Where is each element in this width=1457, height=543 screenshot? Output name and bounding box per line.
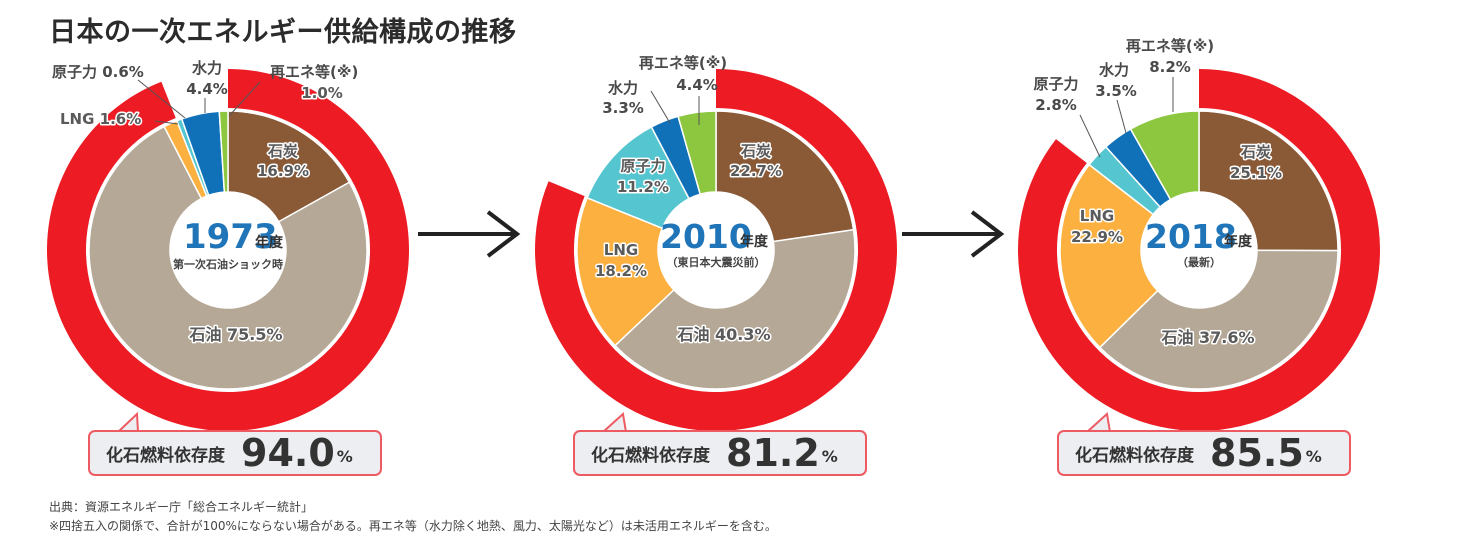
oil-label: 石油 75.5% (188, 325, 282, 344)
coal-pct: 22.7% (730, 162, 782, 180)
nuclear-pct: 11.2% (617, 178, 669, 196)
lng-label: LNG (1080, 207, 1114, 225)
nuclear-label: 原子力 0.6% (52, 63, 144, 81)
renewable-leader-line (228, 81, 261, 117)
lng-label: LNG 1.6% (60, 110, 141, 128)
hydro-label: 水力 (192, 59, 222, 77)
coal-label: 石炭 (267, 142, 298, 160)
lng-label: LNG (604, 241, 638, 259)
callout-value: 94.0 (241, 431, 335, 475)
renewable-pct: 8.2% (1149, 58, 1191, 76)
pie-border (86, 108, 370, 392)
center-hole (170, 192, 286, 308)
lng-pct: 22.9% (1071, 228, 1123, 246)
donut-chart-2018: 2018 年度 （最新） 石炭 25.1% 石油 37.6% LNG 22.9%… (1018, 37, 1380, 431)
callout-label: 化石燃料依存度 (1075, 445, 1194, 466)
footnotes: 出典：資源エネルギー庁「総合エネルギー統計」 ※四捨五入の関係で、合計が100%… (49, 498, 777, 536)
fossil-dependency-callout-2018: 化石燃料依存度 85.5 % (1057, 430, 1351, 476)
nuclear-pct: 2.8% (1035, 96, 1077, 114)
renewable-pct: 4.4% (676, 76, 718, 94)
callout-unit: % (336, 446, 353, 466)
page-title: 日本の一次エネルギー供給構成の推移 (49, 17, 517, 48)
coal-label: 石炭 (740, 142, 771, 160)
nuclear-leader-line (1079, 114, 1101, 158)
nuclear-leader-line (137, 79, 186, 119)
hydro-label: 水力 (608, 79, 638, 97)
arrow-right-icon (418, 210, 521, 258)
year-label: 2018 (1145, 217, 1237, 256)
arrow-right-icon (902, 210, 1005, 258)
year-subtitle: 第一次石油ショック時 (173, 257, 283, 271)
hydro-pct: 3.3% (602, 99, 644, 117)
callout-tails (117, 411, 1111, 433)
year-suffix: 年度 (1224, 233, 1253, 250)
nuclear-label: 原子力 (1033, 75, 1078, 93)
hydro-label: 水力 (1099, 61, 1129, 79)
rounding-note: ※四捨五入の関係で、合計が100%にならない場合がある。再エネ等（水力除く地熱、… (49, 519, 777, 533)
supply-mix-pie (1057, 108, 1341, 392)
year-subtitle: （東日本大震災前） (667, 255, 766, 269)
coal-pct: 16.9% (257, 162, 309, 180)
center-hole (1141, 192, 1257, 308)
callout-unit: % (821, 446, 838, 466)
donut-chart-1973: 1973 年度 第一次石油ショック時 石炭 16.9% 石油 75.5% LNG… (47, 59, 410, 431)
callout-label: 化石燃料依存度 (591, 445, 710, 466)
lng-leader-line (154, 120, 179, 125)
hydro-pct: 4.4% (186, 80, 228, 98)
callout-unit: % (1305, 446, 1322, 466)
year-subtitle: （最新） (1177, 255, 1221, 269)
supply-mix-pie (574, 108, 858, 392)
year-suffix: 年度 (255, 234, 284, 251)
callout-value: 81.2 (726, 431, 820, 475)
fossil-dependency-callout-2010: 化石燃料依存度 81.2 % (573, 430, 867, 476)
center-hole (658, 192, 774, 308)
oil-label: 石油 40.3% (676, 325, 770, 344)
fossil-dependency-callout-1973: 化石燃料依存度 94.0 % (88, 430, 382, 476)
renewable-label: 再エネ等(※) (639, 54, 727, 72)
renewable-label: 再エネ等(※) (270, 63, 358, 81)
pie-border (574, 108, 858, 392)
oil-label: 石油 37.6% (1160, 328, 1254, 347)
pie-border (1057, 108, 1341, 392)
nuclear-label: 原子力 (620, 157, 665, 175)
callout-label: 化石燃料依存度 (106, 445, 225, 466)
donut-chart-2010: 2010 年度 （東日本大震災前） 石炭 22.7% 石油 40.3% LNG … (535, 54, 897, 431)
source-note: 出典：資源エネルギー庁「総合エネルギー統計」 (49, 500, 314, 514)
hydro-leader-line (1116, 99, 1127, 134)
hydro-leader-line (650, 90, 671, 124)
lng-pct: 18.2% (595, 262, 647, 280)
coal-pct: 25.1% (1230, 164, 1282, 182)
coal-label: 石炭 (1240, 143, 1271, 161)
renewable-pct: 1.0% (301, 84, 343, 102)
hydro-pct: 3.5% (1095, 82, 1137, 100)
year-label: 1973 (183, 217, 278, 257)
callout-value: 85.5 (1210, 431, 1304, 475)
year-label: 2010 (660, 217, 752, 256)
year-suffix: 年度 (740, 233, 769, 250)
renewable-label: 再エネ等(※) (1126, 37, 1214, 55)
